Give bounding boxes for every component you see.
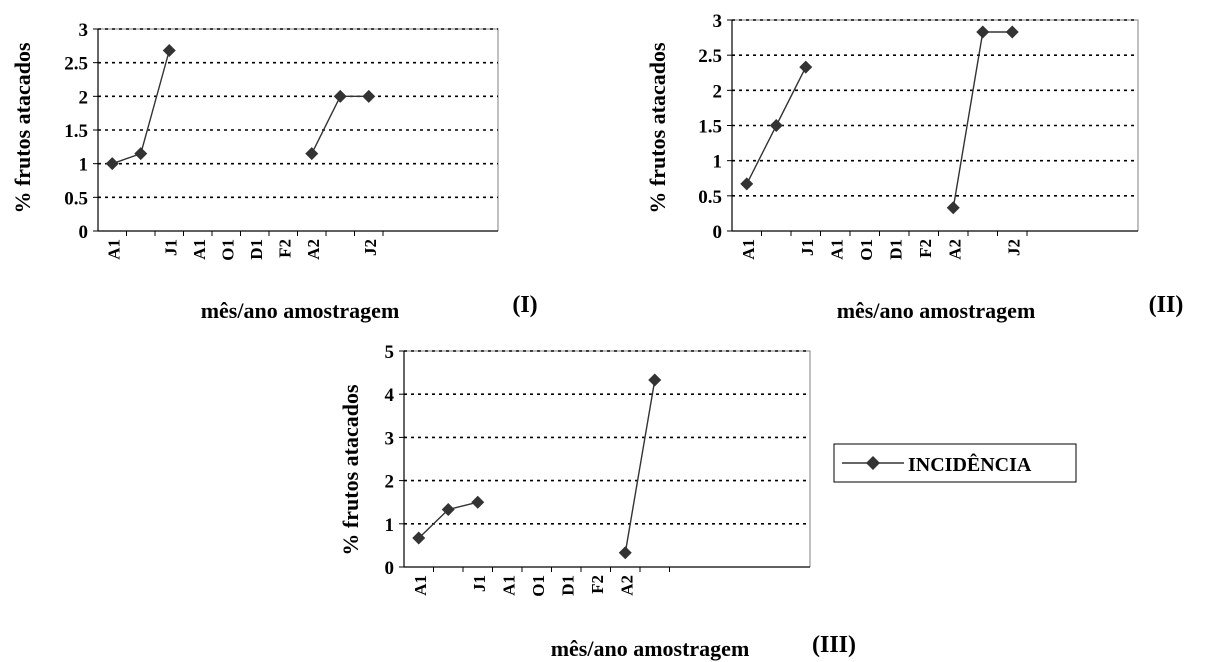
y-tick-label: 3 (713, 11, 723, 32)
y-tick-label: 1.5 (698, 117, 722, 138)
chart-panel-I: 0 0.5 1 1.5 2 2.5 3 A1 J1 A1 O1 D1 F2 A2 J2 % frutos at… (10, 20, 538, 323)
x-tick-label: D1 (247, 239, 266, 260)
y-tick-label: 1 (385, 515, 395, 536)
chart-panel-II: 0 0.5 1 1.5 2 2.5 3 A1 J1 A1 O1 D1 F2 A2 J2 % frutos at… (645, 11, 1183, 323)
data-point (618, 546, 632, 560)
y-tick-label: 2 (713, 81, 723, 102)
x-tick-label: F2 (916, 239, 935, 258)
panel-label: (II) (1149, 292, 1184, 318)
series-line (112, 50, 170, 165)
series-line (952, 31, 1013, 208)
x-axis-label: mês/ano amostragem (551, 636, 750, 661)
panel-label: (III) (812, 632, 856, 658)
x-tick-label: A1 (739, 239, 758, 260)
y-tick-label: 2 (79, 87, 89, 108)
series-line (311, 95, 369, 154)
x-tick-label: J2 (1004, 239, 1023, 256)
data-point (412, 531, 426, 545)
x-tick-label: O1 (218, 239, 237, 261)
y-axis-label: % frutos atacados (338, 384, 363, 556)
panel-label: (I) (512, 292, 537, 318)
data-point (976, 25, 990, 39)
y-axis-label: % frutos atacados (645, 42, 670, 214)
y-tick-label: 0 (79, 222, 89, 243)
x-tick-label: J2 (361, 239, 380, 256)
x-tick-label: F2 (275, 239, 294, 258)
x-tick-label: F2 (588, 575, 607, 594)
x-tick-label: A2 (617, 575, 636, 596)
data-point (1005, 25, 1019, 39)
x-tick-label: D1 (558, 575, 577, 596)
data-point (134, 147, 148, 161)
plot-frame (404, 350, 811, 567)
y-tick-label: 2.5 (698, 46, 722, 67)
legend-label: INCIDÊNCIA (908, 452, 1032, 476)
x-tick-label: O1 (857, 239, 876, 261)
y-tick-label: 2.5 (64, 54, 88, 75)
x-tick-label: A2 (304, 239, 323, 260)
x-tick-label: A2 (945, 239, 964, 260)
x-tick-label: A1 (499, 575, 518, 596)
y-tick-label: 2 (385, 472, 395, 493)
x-axis-label: mês/ano amostragem (837, 298, 1036, 323)
data-point (441, 503, 455, 517)
y-tick-label: 4 (385, 385, 395, 406)
x-tick-label: A1 (411, 575, 430, 596)
data-point (162, 44, 176, 58)
data-point (946, 201, 960, 215)
data-point (648, 373, 662, 387)
y-tick-label: 1.5 (64, 121, 88, 142)
data-point (105, 157, 119, 171)
x-axis-label: mês/ano amostragem (201, 298, 400, 323)
x-tick-label: O1 (529, 575, 548, 597)
legend: INCIDÊNCIA (833, 443, 1077, 483)
y-tick-label: 0 (385, 558, 395, 579)
y-tick-label: 1 (713, 152, 723, 173)
data-point (769, 119, 783, 132)
y-tick-label: 5 (385, 342, 395, 363)
x-tick-label: J1 (161, 239, 180, 256)
y-tick-label: 0.5 (698, 187, 722, 208)
y-tick-label: 1 (79, 155, 89, 176)
x-tick-label: A1 (104, 239, 123, 260)
y-tick-label: 3 (79, 20, 89, 41)
data-point (471, 495, 485, 509)
legend-marker (866, 456, 880, 470)
x-tick-label: A1 (827, 239, 846, 260)
x-tick-label: J1 (798, 239, 817, 256)
y-tick-label: 3 (385, 428, 395, 449)
data-point (362, 89, 376, 103)
data-point (305, 147, 319, 161)
x-tick-label: D1 (886, 239, 905, 260)
data-point (740, 177, 754, 191)
series-line (624, 379, 656, 553)
data-point (333, 89, 347, 103)
y-tick-label: 0 (713, 222, 723, 243)
data-point (799, 60, 813, 74)
x-tick-label: A1 (190, 239, 209, 260)
y-axis-label: % frutos atacados (10, 42, 35, 214)
chart-panel-III: 0 1 2 3 4 5 A1 J1 A1 O1 D1 F2 A2 % frutos atacados mês… (338, 342, 856, 661)
x-tick-label: J1 (470, 575, 489, 592)
y-tick-label: 0.5 (64, 188, 88, 209)
plot-frame (98, 28, 499, 231)
